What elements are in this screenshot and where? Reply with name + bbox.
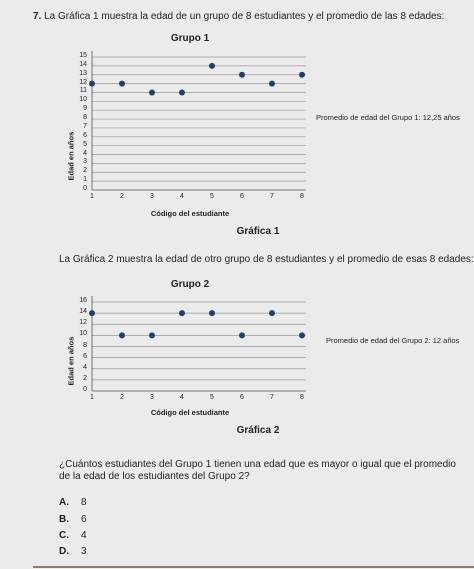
chart-1-ytick-label: 7 (83, 122, 87, 130)
chart-1-point (239, 71, 245, 78)
option-d[interactable]: D. 3 (59, 546, 87, 557)
chart-1-xtick-label: 2 (120, 193, 124, 200)
question-prompt: ¿Cuántos estudiantes del Grupo 1 tienen … (59, 459, 456, 482)
chart-1-ytick-label: 0 (83, 185, 87, 192)
chart-1-xtick-label: 4 (180, 193, 184, 200)
chart-2-xtick-label: 3 (150, 394, 154, 401)
chart-1-average: Promedio de edad del Grupo 1: 12,25 años (316, 113, 460, 122)
chart-2-xtick-label: 1 (90, 394, 94, 401)
option-d-text: 3 (81, 546, 87, 557)
chart-1-ytick-label: 13 (79, 69, 87, 77)
chart-1-caption: Gráfica 1 (236, 226, 280, 237)
chart-2-xtick-label: 5 (210, 394, 214, 401)
option-c[interactable]: C. 4 (59, 530, 87, 541)
chart-2-xtick-label: 7 (270, 394, 274, 401)
chart-2-point (149, 332, 155, 339)
chart-2-point (119, 332, 125, 339)
chart-2-ytick-label: 0 (83, 386, 87, 393)
question-intro-1-text: La Gráfica 1 muestra la edad de un grupo… (44, 11, 445, 22)
chart-2-point (239, 332, 245, 339)
chart-1-xtick-label: 6 (240, 193, 244, 200)
chart-2-point (179, 310, 185, 317)
chart-1-point (299, 71, 305, 78)
option-a-letter: A. (59, 497, 69, 508)
chart-1-ytick-label: 2 (83, 167, 87, 175)
option-c-letter: C. (59, 530, 69, 541)
chart-2-ytick-label: 2 (83, 374, 87, 382)
chart-2-ytick-label: 12 (79, 319, 87, 327)
chart-1-ytick-label: 14 (79, 60, 87, 68)
option-a-text: 8 (81, 497, 87, 508)
chart-1-xtick-label: 3 (150, 193, 154, 200)
chart-1-xtick-label: 5 (210, 193, 214, 200)
chart-2-average: Promedio de edad del Grupo 2: 12 años (326, 336, 460, 345)
footer-divider (33, 566, 474, 568)
chart-1-ytick-label: 3 (83, 158, 87, 166)
chart-2-ytick-label: 6 (83, 352, 87, 360)
question-number: 7. (33, 11, 42, 22)
chart-2-xtick-label: 2 (120, 394, 124, 401)
chart-1-ytick-label: 4 (83, 149, 87, 157)
chart-2-ytick-label: 14 (79, 308, 87, 316)
chart-1-ytick-label: 15 (79, 52, 87, 59)
chart-1-point (119, 80, 125, 87)
chart-1-point (89, 80, 95, 87)
chart-2-point (209, 310, 215, 317)
chart-1-ytick-label: 5 (83, 140, 87, 148)
chart-1-xtick-label: 7 (270, 193, 274, 200)
chart-2-point (269, 310, 275, 317)
chart-2-xtick-label: 8 (300, 394, 304, 401)
chart-1-title: Grupo 1 (170, 33, 210, 44)
chart-1-ytick-label: 10 (79, 96, 87, 104)
chart-1-ytick-label: 11 (79, 87, 87, 95)
chart-2-point (89, 310, 95, 317)
chart-2-ytick-label: 8 (83, 341, 87, 349)
chart-1-ytick-label: 1 (83, 176, 87, 184)
option-b[interactable]: B. 6 (59, 514, 87, 525)
chart-2-xtick-label: 6 (240, 394, 244, 401)
option-d-letter: D. (59, 546, 69, 557)
chart-1-point (179, 89, 185, 96)
option-b-letter: B. (59, 514, 69, 525)
chart-2-caption: Gráfica 2 (236, 425, 280, 436)
chart-2-ytick-label: 16 (79, 297, 87, 304)
option-a[interactable]: A. 8 (59, 497, 87, 508)
chart-2-xtick-label: 4 (180, 394, 184, 401)
chart-1-xlabel: Código del estudiante (150, 209, 230, 218)
chart-1-ytick-label: 12 (79, 78, 87, 86)
chart-2-point (299, 332, 305, 339)
chart-2-ytick-label: 4 (83, 363, 87, 371)
chart-2-title: Grupo 2 (170, 279, 210, 290)
chart-1-xtick-label: 8 (300, 193, 304, 200)
chart-1-point (209, 62, 215, 69)
option-c-text: 4 (81, 530, 87, 541)
chart-1-point (269, 80, 275, 87)
chart-1-point (149, 89, 155, 96)
option-b-text: 6 (81, 514, 87, 525)
chart-1-ytick-label: 6 (83, 131, 87, 139)
chart-1-ytick-label: 8 (83, 114, 87, 122)
question-intro-1: 7. La Gráfica 1 muestra la edad de un gr… (33, 11, 444, 22)
chart-2-ytick-label: 10 (79, 330, 87, 338)
chart-1-xtick-label: 1 (90, 193, 94, 200)
chart-1-ytick-label: 9 (83, 105, 87, 113)
question-intro-2: La Gráfica 2 muestra la edad de otro gru… (59, 254, 474, 265)
chart-2-xlabel: Código del estudiante (150, 408, 230, 417)
